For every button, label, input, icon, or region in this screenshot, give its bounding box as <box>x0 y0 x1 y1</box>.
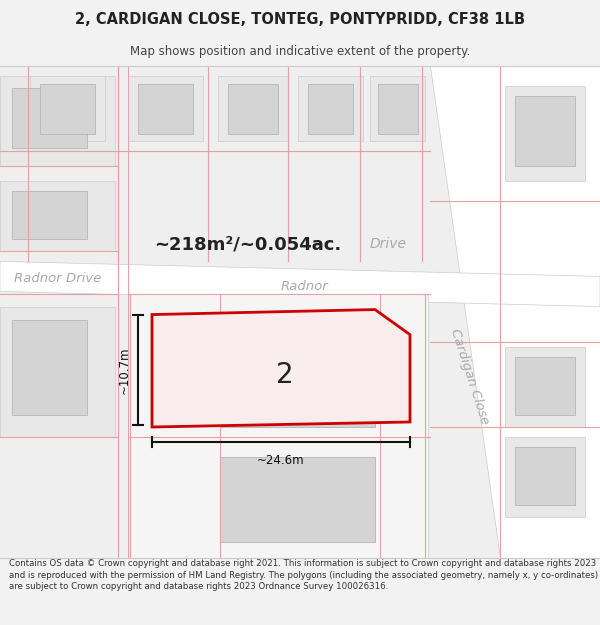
Text: Radnor: Radnor <box>281 280 329 293</box>
Polygon shape <box>152 309 410 427</box>
Text: ~10.7m: ~10.7m <box>118 346 131 394</box>
Text: 2: 2 <box>276 361 294 389</box>
Bar <box>12 88 87 148</box>
Text: Cardigan Close: Cardigan Close <box>448 328 491 426</box>
Bar <box>515 357 575 415</box>
Text: ~218m²/~0.054ac.: ~218m²/~0.054ac. <box>154 235 341 253</box>
Bar <box>378 84 418 134</box>
Polygon shape <box>430 66 600 558</box>
Text: Radnor Drive: Radnor Drive <box>14 272 101 285</box>
Bar <box>138 84 193 134</box>
Bar <box>220 322 375 427</box>
Bar <box>220 457 375 542</box>
Bar <box>505 86 585 181</box>
Polygon shape <box>0 261 600 306</box>
Text: 2, CARDIGAN CLOSE, TONTEG, PONTYPRIDD, CF38 1LB: 2, CARDIGAN CLOSE, TONTEG, PONTYPRIDD, C… <box>75 12 525 27</box>
Bar <box>128 294 428 558</box>
Bar <box>30 76 105 141</box>
Bar <box>298 76 363 141</box>
Text: ~24.6m: ~24.6m <box>257 454 305 467</box>
Bar <box>0 306 115 437</box>
Bar <box>515 447 575 505</box>
Bar <box>0 76 115 166</box>
Bar <box>505 437 585 518</box>
Bar <box>12 191 87 239</box>
Bar <box>370 76 425 141</box>
Text: Contains OS data © Crown copyright and database right 2021. This information is : Contains OS data © Crown copyright and d… <box>9 559 598 591</box>
Bar <box>0 181 115 251</box>
Bar <box>218 76 288 141</box>
Bar <box>12 319 87 415</box>
Bar <box>515 96 575 166</box>
Bar <box>505 347 585 427</box>
Text: Map shows position and indicative extent of the property.: Map shows position and indicative extent… <box>130 45 470 58</box>
Text: Drive: Drive <box>370 238 407 251</box>
Bar <box>40 84 95 134</box>
Bar <box>228 84 278 134</box>
Bar <box>128 76 203 141</box>
Bar <box>308 84 353 134</box>
